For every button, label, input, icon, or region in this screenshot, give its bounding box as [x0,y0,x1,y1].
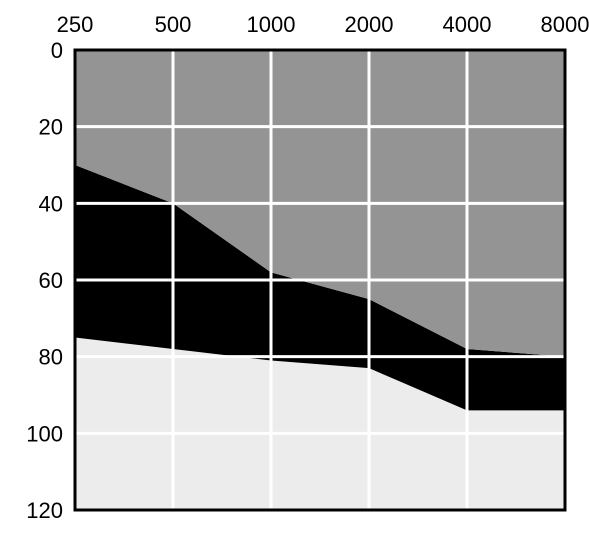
y-axis-label: 40 [39,191,63,216]
x-axis-label: 250 [57,12,94,37]
x-axis-label: 500 [155,12,192,37]
x-axis-label: 8000 [541,12,589,37]
audiogram-chart: 250 500 1000 2000 4000 8000 0 20 40 60 80 100 120 [0,0,589,536]
y-axis-label: 20 [39,115,63,140]
x-axis-label: 2000 [345,12,394,37]
y-axis-label: 100 [26,421,63,446]
chart-svg: 250 500 1000 2000 4000 8000 0 20 40 60 80 100 120 [0,0,589,536]
y-axis-label: 80 [39,345,63,370]
x-axis-label: 4000 [443,12,492,37]
y-axis-label: 0 [51,38,63,63]
x-axis-label: 1000 [247,12,296,37]
y-axis-label: 60 [39,268,63,293]
y-axis-label: 120 [26,498,63,523]
